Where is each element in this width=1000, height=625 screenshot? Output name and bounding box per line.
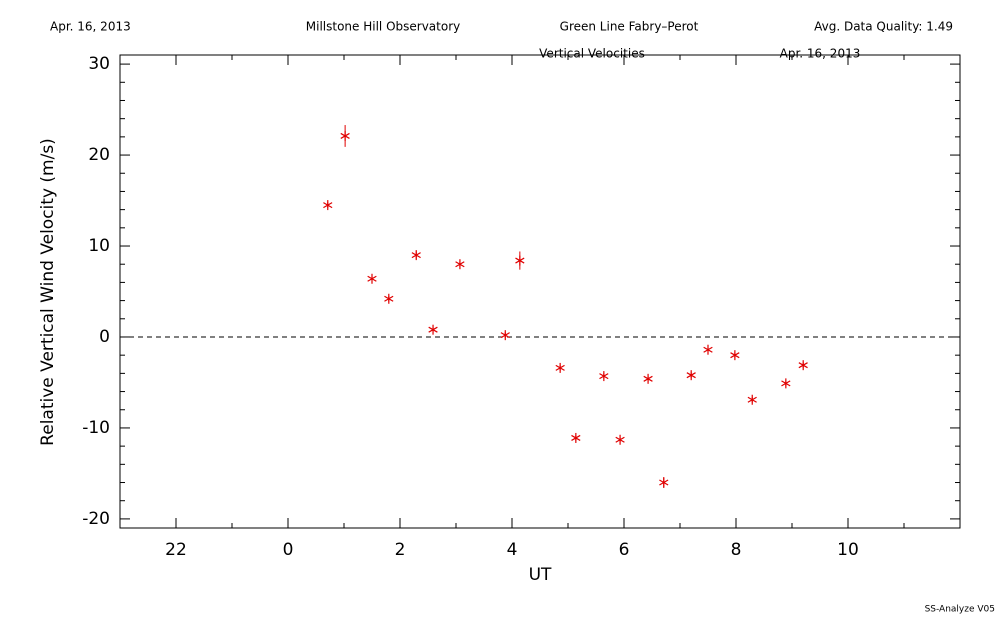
footer: SS-Analyze V05: [925, 605, 995, 615]
x-axis-label: UT: [529, 565, 552, 585]
data-point: [555, 362, 565, 373]
y-tick-label: -10: [82, 418, 110, 438]
y-tick-label: 20: [88, 145, 110, 165]
data-point: [643, 373, 653, 384]
x-tick-label: 6: [619, 540, 630, 560]
data-point: [781, 378, 791, 389]
header-observatory: Millstone Hill Observatory: [306, 20, 460, 34]
marker-stroke: [515, 257, 525, 264]
data-point: [659, 477, 669, 488]
x-tick-label: 0: [283, 540, 294, 560]
marker-stroke: [500, 332, 510, 339]
marker-stroke: [781, 380, 791, 387]
data-point: [367, 273, 377, 284]
header-quality: Avg. Data Quality: 1.49: [814, 20, 953, 34]
y-tick-label: -20: [82, 509, 110, 529]
data-point: [615, 434, 625, 445]
marker-stroke: [659, 479, 669, 486]
data-point: [599, 371, 609, 382]
x-tick-label: 22: [165, 540, 187, 560]
y-tick-label: 10: [88, 236, 110, 256]
data-point: [703, 344, 713, 355]
marker-stroke: [323, 202, 333, 209]
marker-stroke: [643, 375, 653, 382]
y-tick-label: 0: [99, 327, 110, 347]
x-tick-label: 2: [395, 540, 406, 560]
data-point: [686, 370, 696, 381]
x-tick-label: 8: [731, 540, 742, 560]
marker-stroke: [384, 295, 394, 302]
data-point: [455, 259, 465, 270]
chart-subtitle: Apr. 16, 2013: [780, 47, 861, 61]
data-point: [798, 360, 808, 371]
x-tick-label: 10: [837, 540, 859, 560]
data-point: [323, 200, 333, 211]
data-point: [340, 130, 350, 141]
data-point: [411, 250, 421, 261]
data-point: [384, 293, 394, 304]
header-instrument: Green Line Fabry–Perot: [560, 20, 699, 34]
marker-stroke: [686, 372, 696, 379]
marker-stroke: [411, 252, 421, 259]
chart-title: Vertical Velocities: [539, 47, 645, 61]
marker-stroke: [747, 396, 757, 403]
marker-stroke: [571, 434, 581, 441]
x-tick-label: 4: [507, 540, 518, 560]
marker-stroke: [555, 364, 565, 371]
marker-stroke: [428, 326, 438, 333]
data-point: [747, 394, 757, 405]
marker-stroke: [367, 275, 377, 282]
plot-frame: [119, 54, 961, 529]
marker-stroke: [703, 346, 713, 353]
marker-stroke: [599, 373, 609, 380]
y-tick-label: 30: [88, 54, 110, 74]
marker-stroke: [340, 132, 350, 139]
y-axis-label: Relative Vertical Wind Velocity (m/s): [38, 138, 58, 446]
marker-stroke: [730, 352, 740, 359]
header-date: Apr. 16, 2013: [50, 20, 131, 34]
data-point: [428, 324, 438, 335]
marker-stroke: [615, 436, 625, 443]
data-point: [500, 330, 510, 341]
data-point: [730, 350, 740, 361]
data-point: [571, 432, 581, 443]
marker-stroke: [455, 261, 465, 268]
data-point: [515, 255, 525, 266]
marker-stroke: [798, 362, 808, 369]
